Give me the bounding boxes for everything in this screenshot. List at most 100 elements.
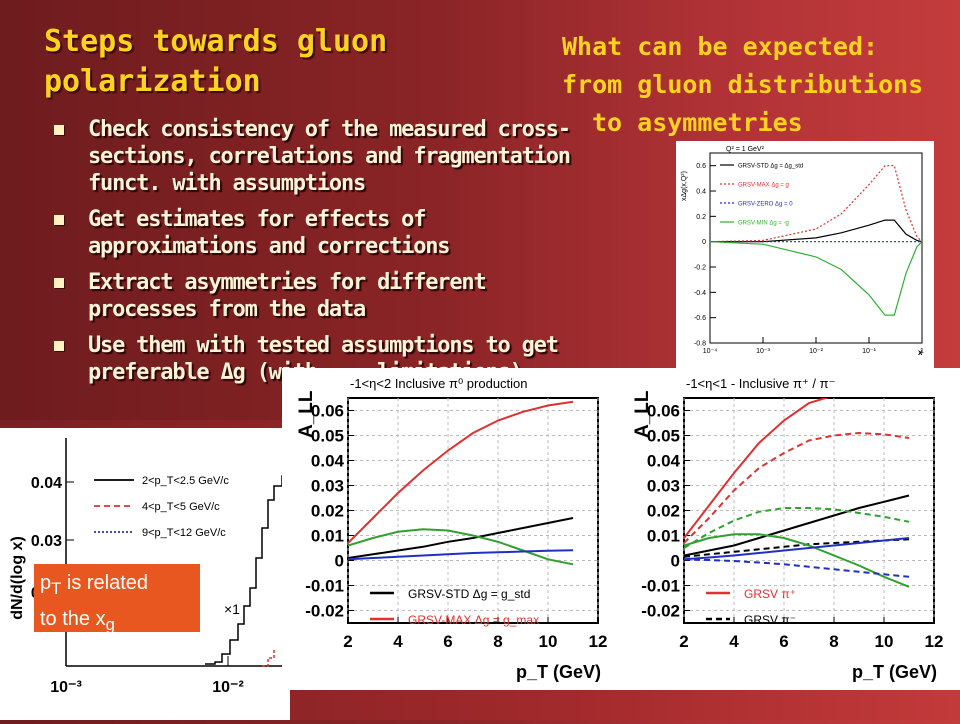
y-tick-label: 0.6 bbox=[696, 163, 706, 170]
x-tick-label: 4 bbox=[729, 632, 739, 651]
y-tick-label: 0.01 bbox=[647, 526, 680, 545]
y-tick-label: 0.03 bbox=[647, 476, 680, 495]
pion-asymmetry-panel: 2 4 6 8 10 12 0.06 0.05 0.04 0.03 0.02 0.01 0 -0.01 -0… bbox=[618, 368, 960, 690]
note-subscript: g bbox=[105, 615, 115, 634]
chart-title: -1<η<1 - Inclusive π⁺ / π⁻ bbox=[686, 376, 835, 391]
x-tick-label: 10⁻² bbox=[809, 348, 823, 355]
x-tick-label: 6 bbox=[443, 632, 452, 651]
x-tick-label: 12 bbox=[589, 632, 608, 651]
y-tick-label: 0.04 bbox=[31, 475, 62, 492]
y-tick-label: 0.06 bbox=[311, 401, 344, 420]
y-tick-label: -0.01 bbox=[641, 576, 680, 595]
y-tick-label: -0.2 bbox=[694, 264, 706, 271]
legend-label: GRSV-MAX Δg = g_max bbox=[408, 613, 539, 627]
slide-title: Steps towards gluon polarization bbox=[44, 24, 388, 99]
y-tick-label: 0.03 bbox=[31, 533, 62, 550]
chart-title: -1<η<2 Inclusive π⁰ production bbox=[350, 376, 528, 391]
bullet-item: Check consistency of the measured cross-… bbox=[52, 116, 572, 197]
series-line-1 bbox=[710, 165, 922, 243]
x-tick-label: 8 bbox=[829, 632, 838, 651]
series-line-3 bbox=[684, 538, 910, 558]
y-tick-label: 0.01 bbox=[311, 526, 344, 545]
pi0-asymmetry-chart: 2 4 6 8 10 12 0.06 0.05 0.04 0.03 0.02 0.01 0 -0.01 -0… bbox=[296, 376, 608, 682]
y-axis-label: xΔg(x,Q²) bbox=[681, 171, 688, 201]
x-tick-label: 10 bbox=[539, 632, 558, 651]
y-tick-label: 0.04 bbox=[647, 451, 681, 470]
series-line-0 bbox=[348, 517, 574, 559]
annotation: ×1 bbox=[224, 601, 240, 617]
gluon-distribution-panel: 10⁻⁴ 10⁻³ 10⁻² 10⁻¹ 1 0.6 0.4 0.2 0 -0.2 -0.4 -0.6 -… bbox=[676, 141, 934, 368]
note-subscript: T bbox=[51, 579, 62, 598]
y-tick-label: 0.06 bbox=[647, 401, 680, 420]
x-tick-label: 8 bbox=[493, 632, 502, 651]
pion-asymmetry-chart: 2 4 6 8 10 12 0.06 0.05 0.04 0.03 0.02 0.01 0 -0.01 -0… bbox=[632, 376, 943, 682]
legend-label: 4<p_T<5 GeV/c bbox=[142, 501, 220, 513]
x-tick-label: 10⁻² bbox=[212, 679, 244, 696]
right-heading: What can be expected: from gluon distrib… bbox=[562, 28, 923, 142]
y-tick-label: 0 bbox=[702, 239, 706, 246]
series-line-7 bbox=[684, 558, 910, 578]
legend-label: GRSV-STD Δg = Δg_std bbox=[738, 164, 803, 170]
legend-label: GRSV-MAX Δg = g bbox=[738, 183, 789, 189]
y-tick-label: -0.02 bbox=[305, 601, 344, 620]
legend-label: GRSV-ZERO Δg = 0 bbox=[738, 202, 793, 208]
y-axis-label: dN/d(log x) bbox=[9, 536, 26, 620]
series-line-1 bbox=[684, 431, 910, 544]
x-tick-label: 10⁻¹ bbox=[862, 348, 876, 355]
x-axis-label: p_T (GeV) bbox=[516, 662, 601, 682]
x-tick-label: 10 bbox=[875, 632, 894, 651]
legend-label: 9<p_T<12 GeV/c bbox=[142, 527, 226, 539]
x-tick-label: 2 bbox=[679, 632, 688, 651]
right-heading-line-1: What can be expected: bbox=[562, 32, 879, 61]
right-heading-line-2: from gluon distributions bbox=[562, 70, 924, 99]
bullet-item: Get estimates for effects of approximati… bbox=[52, 206, 572, 260]
y-tick-label: -0.4 bbox=[694, 290, 706, 297]
note-text: to the x bbox=[40, 608, 106, 630]
y-tick-label: 0.2 bbox=[696, 214, 706, 221]
y-tick-label: 0.05 bbox=[311, 426, 344, 445]
note-text: is related bbox=[61, 572, 149, 594]
x-axis-label: p_T (GeV) bbox=[852, 662, 937, 682]
x-tick-label: 10⁻⁴ bbox=[703, 348, 718, 355]
y-tick-label: -0.6 bbox=[694, 315, 706, 322]
x-tick-label: 6 bbox=[779, 632, 788, 651]
legend-label: 2<p_T<2.5 GeV/c bbox=[142, 475, 229, 487]
y-tick-label: 0.05 bbox=[647, 426, 680, 445]
legend-label: GRSV-MIN Δg = -g bbox=[738, 221, 789, 227]
x-tick-label: 2 bbox=[343, 632, 352, 651]
x-tick-label: 10⁻³ bbox=[756, 348, 770, 355]
y-tick-label: -0.01 bbox=[305, 576, 344, 595]
series-line-5 bbox=[684, 507, 910, 549]
series-line-6 bbox=[684, 537, 910, 561]
y-tick-label: -0.02 bbox=[641, 601, 680, 620]
histogram-step-series bbox=[205, 470, 291, 665]
bullet-list: Check consistency of the measured cross-… bbox=[52, 116, 572, 395]
y-tick-label: 0.03 bbox=[311, 476, 344, 495]
y-tick-label: 0.02 bbox=[311, 501, 344, 520]
legend-label: GRSV π⁻ bbox=[744, 613, 796, 627]
y-tick-label: 0 bbox=[671, 551, 680, 570]
series-line-2 bbox=[684, 494, 910, 557]
note-box: pT is related to the xg bbox=[34, 564, 200, 634]
chart-title: Q² = 1 GeV² bbox=[726, 146, 765, 153]
series-line-3 bbox=[710, 241, 922, 316]
gluon-distribution-chart: 10⁻⁴ 10⁻³ 10⁻² 10⁻¹ 1 0.6 0.4 0.2 0 -0.2 -0.4 -0.6 -… bbox=[681, 146, 924, 357]
y-tick-label: -0.8 bbox=[694, 340, 706, 347]
y-axis-label: A_LL bbox=[296, 390, 317, 438]
right-heading-line-3: to asymmetries bbox=[592, 108, 803, 137]
y-tick-label: 0.02 bbox=[647, 501, 680, 520]
pi0-asymmetry-panel: 2 4 6 8 10 12 0.06 0.05 0.04 0.03 0.02 0.01 0 -0.01 -0… bbox=[282, 368, 618, 690]
x-tick-label: 10⁻³ bbox=[50, 679, 82, 696]
series-line-3 bbox=[348, 549, 574, 561]
note-text: p bbox=[40, 572, 52, 594]
legend-label: GRSV-STD Δg = g_std bbox=[408, 587, 530, 601]
y-tick-label: 0 bbox=[335, 551, 344, 570]
series-line-4 bbox=[684, 533, 910, 588]
y-axis-label: A_LL bbox=[632, 390, 653, 438]
bullet-item: Extract asymmetries for different proces… bbox=[52, 269, 572, 323]
x-axis-label: x bbox=[918, 348, 923, 357]
x-tick-label: 4 bbox=[393, 632, 403, 651]
legend-label: GRSV π⁺ bbox=[744, 587, 796, 601]
series-line-0 bbox=[710, 219, 922, 243]
series-line-2 bbox=[348, 528, 574, 566]
